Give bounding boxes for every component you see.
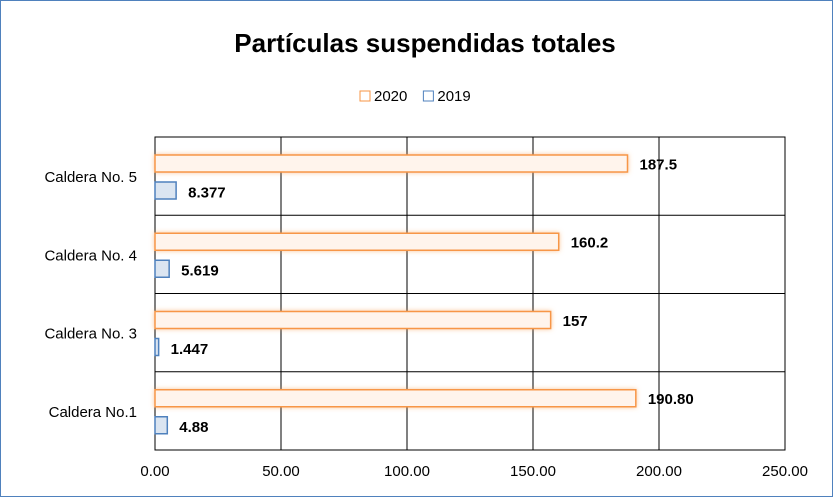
x-tick-label: 200.00 <box>636 463 682 480</box>
data-label: 157 <box>563 313 588 330</box>
y-tick-label: Caldera No.1 <box>49 404 137 421</box>
bar <box>154 181 177 200</box>
legend-swatch <box>359 90 371 102</box>
x-tick-label: 0.00 <box>140 463 169 480</box>
data-label: 8.377 <box>188 184 226 201</box>
data-label: 5.619 <box>181 263 219 280</box>
y-tick-label: Caldera No. 4 <box>44 247 137 264</box>
chart-title: Partículas suspendidas totales <box>234 28 615 58</box>
legend-label: 2020 <box>374 88 407 105</box>
bar <box>154 416 169 435</box>
x-tick-label: 250.00 <box>762 463 808 480</box>
data-label: 1.447 <box>171 341 209 358</box>
bar <box>154 310 552 330</box>
legend-swatch <box>422 90 434 102</box>
x-tick-label: 150.00 <box>510 463 556 480</box>
x-tick-label: 100.00 <box>384 463 430 480</box>
data-label: 4.88 <box>179 419 208 436</box>
legend-label: 2019 <box>437 88 470 105</box>
bar <box>154 232 560 251</box>
data-label: 160.2 <box>571 235 609 252</box>
bar <box>154 389 637 408</box>
bar <box>154 259 170 278</box>
data-label: 190.80 <box>648 391 694 408</box>
data-label: 187.5 <box>640 156 678 173</box>
y-tick-label: Caldera No. 5 <box>44 169 137 186</box>
bar <box>154 154 629 173</box>
x-tick-label: 50.00 <box>262 463 300 480</box>
y-tick-label: Caldera No. 3 <box>44 326 137 343</box>
bar <box>154 337 160 357</box>
